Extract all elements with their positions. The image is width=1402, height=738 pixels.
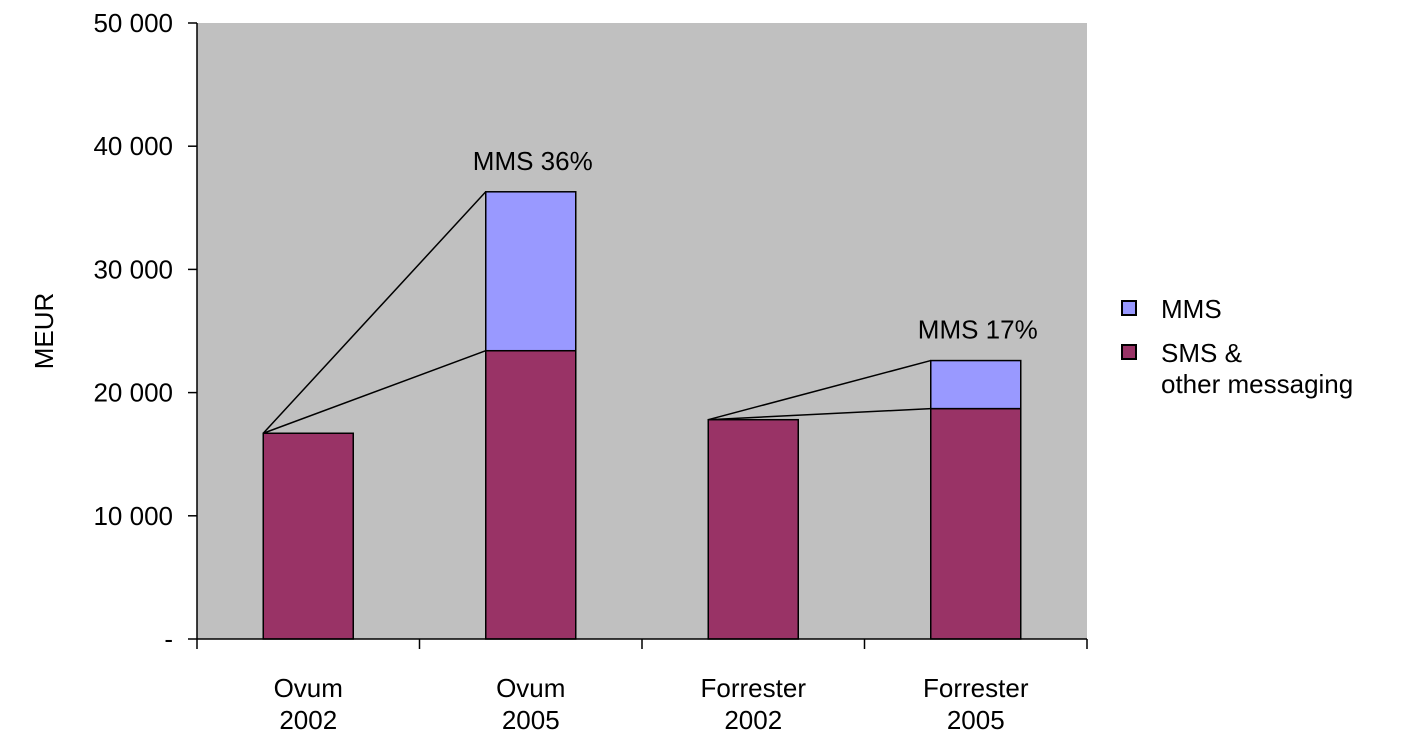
bar-segment [262, 432, 354, 640]
x-tick-label-line: 2002 [724, 705, 782, 735]
x-tick-label: Ovum 2005 [496, 673, 565, 735]
y-ticks-group: - 10 000 20 000 30 000 40 000 50 000 [93, 8, 197, 654]
x-tick-label-line: Ovum [496, 673, 565, 703]
x-tick-label-line: Ovum [274, 673, 343, 703]
legend-label-line: other messaging [1161, 369, 1354, 399]
x-tick-label: Ovum 2002 [274, 673, 343, 735]
bar-segment [485, 191, 577, 352]
series-line [262, 350, 487, 434]
bars-group [262, 191, 1022, 640]
legend-swatch [1121, 344, 1137, 360]
bar-segment [485, 349, 577, 640]
x-tick-label-line: 2002 [279, 705, 337, 735]
x-tick-label: Forrester 2002 [701, 673, 807, 735]
annotations-group: MMS 36% MMS 17% [473, 146, 1038, 345]
legend-item: MMS [1121, 294, 1353, 325]
series-line [708, 407, 931, 421]
bar-segment [707, 418, 799, 640]
legend-label: SMS & other messaging [1161, 338, 1353, 400]
series-line [262, 191, 487, 434]
x-tick-label-line: Forrester [701, 673, 807, 703]
annotation-label: MMS 36% [473, 146, 593, 176]
y-tick-label: 10 000 [93, 501, 173, 531]
series-lines-group [262, 191, 931, 434]
y-tick-label: 40 000 [93, 131, 173, 161]
x-tick-label-line: 2005 [502, 705, 560, 735]
legend-swatch [1121, 300, 1137, 316]
series-line [708, 359, 931, 421]
x-tick-label: Forrester 2005 [923, 673, 1029, 735]
y-tick-label: - [164, 624, 173, 654]
bar-segment [930, 359, 1022, 410]
x-tick-label-line: Forrester [923, 673, 1029, 703]
bar-segment [930, 407, 1022, 640]
legend: MMS SMS & other messaging [1121, 294, 1353, 413]
legend-label: MMS [1161, 294, 1222, 325]
annotation-label: MMS 17% [918, 315, 1038, 345]
y-tick-label: 20 000 [93, 378, 173, 408]
legend-label-line: MMS [1161, 294, 1222, 324]
y-tick-label: 50 000 [93, 8, 173, 38]
x-tick-label-line: 2005 [947, 705, 1005, 735]
legend-item: SMS & other messaging [1121, 338, 1353, 400]
y-tick-label: 30 000 [93, 254, 173, 284]
legend-label-line: SMS & [1161, 338, 1242, 368]
y-axis-title: MEUR [29, 293, 59, 370]
